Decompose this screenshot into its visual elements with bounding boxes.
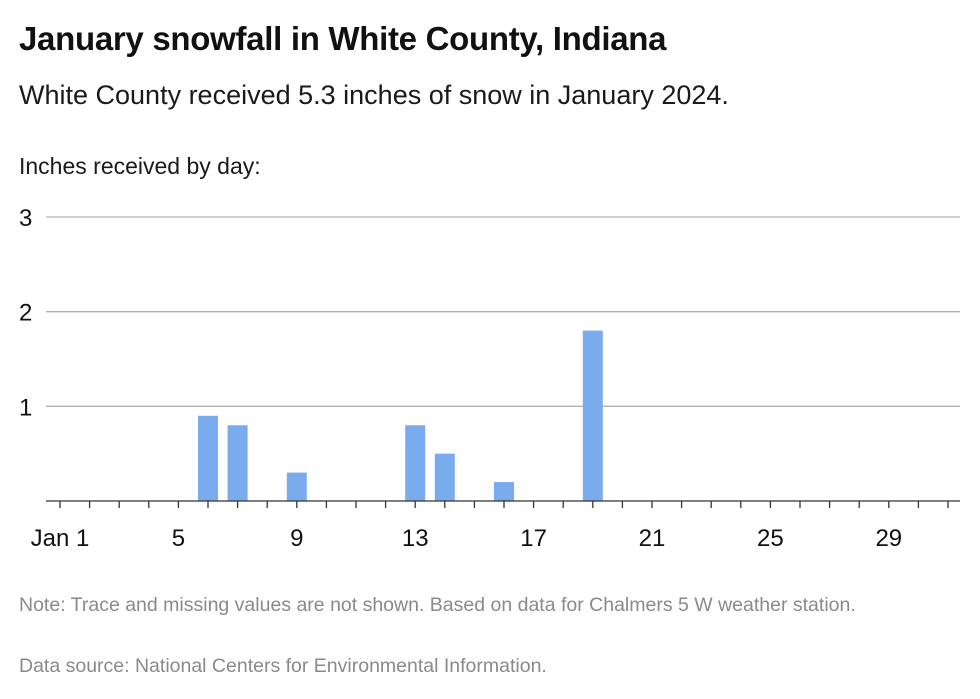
x-tick-label: 29: [875, 525, 902, 552]
chart-subtitle: White County received 5.3 inches of snow…: [19, 80, 729, 110]
snowfall-bar-chart: 1 2 3 Jan 1 5 9 13 17 21 25 29: [19, 205, 960, 552]
y-tick-label: 1: [19, 394, 32, 421]
y-tick-label: 2: [19, 300, 32, 327]
y-tick-label: 3: [19, 205, 32, 232]
x-tick-label: 13: [402, 525, 429, 552]
x-tick-label: Jan 1: [31, 525, 90, 552]
chart-title: January snowfall in White County, Indian…: [19, 20, 667, 57]
x-tick-label: 21: [639, 525, 666, 552]
bar-jan-7: [227, 425, 248, 501]
x-tick-label: 17: [520, 525, 547, 552]
bar-jan-19: [582, 330, 603, 501]
bar-jan-13: [405, 425, 426, 501]
bar-jan-16: [494, 482, 514, 501]
chart-note: Note: Trace and missing values are not s…: [19, 594, 856, 616]
bar-jan-9: [286, 472, 307, 501]
x-tick-label: 25: [757, 525, 784, 552]
bar-jan-6: [198, 415, 218, 501]
x-tick-label: 9: [290, 525, 303, 552]
bar-jan-14: [434, 453, 455, 501]
y-axis-label: Inches received by day:: [19, 153, 261, 179]
data-source: Data source: National Centers for Enviro…: [19, 655, 547, 677]
x-tick-label: 5: [172, 525, 185, 552]
